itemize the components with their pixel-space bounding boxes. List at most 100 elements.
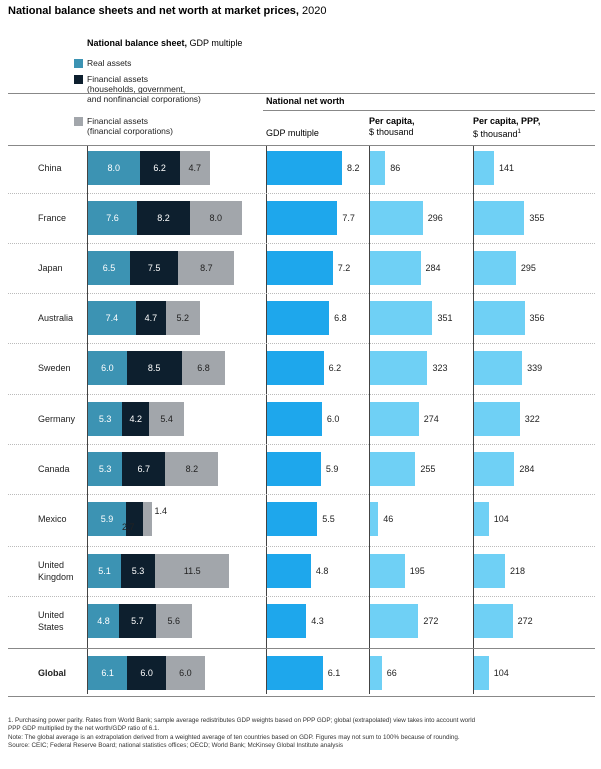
row-label-line: Kingdom [38, 572, 74, 582]
balance-seg: 4.7 [179, 151, 210, 185]
net-worth-bar [267, 656, 323, 690]
row-separator [8, 546, 595, 547]
balance-sheet-header-unit: GDP multiple [187, 38, 243, 48]
footnote-1: 1. Purchasing power parity. Rates from W… [8, 717, 476, 724]
ppp-header-unit: $ thousand [473, 129, 518, 139]
row-separator [8, 494, 595, 495]
row-label-line: Japan [38, 263, 63, 273]
balance-seg: 8.2 [137, 201, 190, 235]
per-capita-value: 323 [432, 363, 448, 373]
net-worth-value: 8.2 [346, 163, 360, 173]
net-worth-value: 7.2 [337, 263, 351, 273]
balance-seg: 8.2 [165, 452, 219, 486]
balance-sheet-header-bold: National balance sheet, [87, 38, 188, 48]
row-label: Mexico [38, 513, 67, 525]
ppp-value: 355 [529, 213, 545, 223]
axis-ppp [473, 146, 474, 694]
ppp-value: 104 [493, 668, 509, 678]
per-capita-bar [370, 656, 382, 690]
row-separator [8, 596, 595, 597]
row-label-line: Canada [38, 464, 70, 474]
per-capita-bar [370, 402, 419, 436]
row-label: Sweden [38, 362, 71, 374]
net-worth-bar [267, 452, 321, 486]
row-label: Australia [38, 312, 73, 324]
legend-label: (financial corporations) [87, 126, 173, 136]
legend-label: (households, government, [87, 84, 186, 94]
row-separator [8, 293, 595, 294]
legend-item-3: Financial assets (financial corporations) [74, 116, 173, 136]
per-capita-value: 195 [409, 566, 425, 576]
balance-seg: 5.3 [88, 402, 123, 436]
footnotes: 1. Purchasing power parity. Rates from W… [8, 717, 593, 751]
legend-swatch-3 [74, 117, 83, 126]
per-capita-value: 46 [383, 514, 394, 524]
balance-seg [143, 502, 153, 536]
net-worth-bar [267, 201, 338, 235]
row-label: France [38, 212, 66, 224]
row-label-line: United [38, 610, 65, 620]
net-worth-value: 6.2 [328, 363, 342, 373]
legend-swatch-1 [74, 59, 83, 68]
per-capita-value: 296 [427, 213, 443, 223]
ppp-bar [474, 656, 489, 690]
net-worth-value: 6.0 [326, 414, 340, 424]
per-capita-bar [370, 251, 421, 285]
balance-seg: 6.2 [139, 151, 180, 185]
balance-seg: 7.4 [88, 301, 136, 335]
ppp-value: 141 [499, 163, 515, 173]
net-worth-value: 6.8 [334, 313, 347, 323]
balance-seg: 5.6 [155, 604, 192, 638]
net-worth-bar [267, 554, 311, 588]
net-worth-header-text: National net worth [266, 96, 345, 106]
note: Note: The global average is an extrapola… [8, 733, 460, 741]
legend-swatch-2 [74, 75, 83, 84]
net-worth-value: 5.9 [325, 464, 339, 474]
ppp-bar [474, 301, 525, 335]
per-capita-header: Per capita, $ thousand [369, 116, 415, 138]
ppp-bar [474, 502, 489, 536]
ppp-bar [474, 554, 505, 588]
net-worth-value: 6.1 [327, 668, 341, 678]
ppp-value: 339 [527, 363, 543, 373]
ppp-bar [474, 251, 516, 285]
balance-seg: 6.0 [88, 351, 127, 385]
row-label: Germany [38, 413, 75, 425]
ppp-bar [474, 402, 520, 436]
net-worth-value: 7.7 [342, 213, 355, 223]
balance-seg: 4.8 [88, 604, 119, 638]
legend-label: and nonfinancial corporations) [87, 94, 201, 104]
row-separator [8, 243, 595, 244]
chart-title-bold: National balance sheets and net worth at… [8, 5, 299, 17]
row-separator [8, 193, 595, 194]
ppp-value: 322 [524, 414, 540, 424]
per-capita-header-bold: Per capita, [369, 116, 415, 126]
balance-seg: 11.5 [155, 554, 230, 588]
balance-seg: 8.0 [88, 151, 140, 185]
row-label: Global [38, 667, 66, 679]
row-label: Canada [38, 463, 70, 475]
per-capita-value: 66 [386, 668, 397, 678]
balance-seg: 7.5 [129, 251, 179, 285]
net-worth-bar [267, 351, 324, 385]
per-capita-header-unit: $ thousand [369, 127, 414, 137]
ppp-value: 272 [517, 616, 533, 626]
net-worth-value: 5.5 [322, 514, 335, 524]
row-separator [8, 343, 595, 344]
row-label: Japan [38, 262, 63, 274]
net-worth-bar [267, 251, 333, 285]
source: Source: CEIC; Federal Reserve Board; nat… [8, 742, 344, 750]
balance-seg: 5.2 [166, 301, 200, 335]
balance-seg: 6.0 [166, 656, 205, 690]
per-capita-value: 284 [425, 263, 441, 273]
row-separator [8, 444, 595, 445]
balance-seg: 6.1 [88, 656, 128, 690]
ppp-value: 356 [529, 313, 545, 323]
per-capita-bar [370, 201, 423, 235]
chart-title: National balance sheets and net worth at… [8, 5, 327, 17]
balance-seg: 6.7 [122, 452, 166, 486]
axis-net-worth [266, 146, 267, 694]
ppp-header: Per capita, PPP, $ thousand1 [473, 116, 540, 140]
row-label: China [38, 162, 62, 174]
footer-divider [8, 696, 595, 697]
